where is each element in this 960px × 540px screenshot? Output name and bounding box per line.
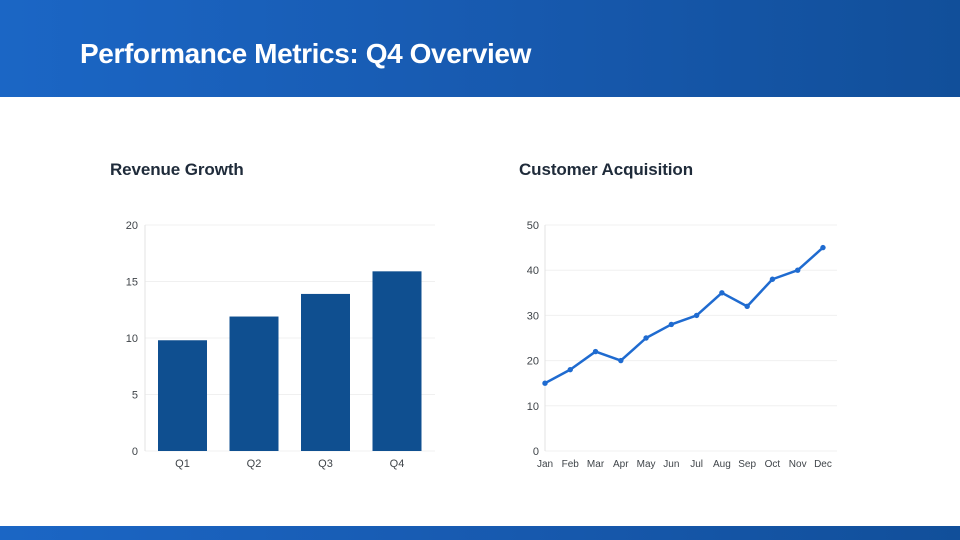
bar-Q4 [372, 271, 422, 451]
data-point-Feb [567, 366, 573, 373]
x-axis-tick-label: May [637, 459, 656, 470]
x-axis-tick-label: Feb [562, 459, 580, 470]
x-axis-tick-label: Jun [663, 459, 679, 470]
x-axis-tick-label: Dec [814, 459, 832, 470]
y-axis-tick-label: 20 [126, 220, 138, 232]
y-axis-tick-label: 10 [527, 401, 539, 413]
x-axis-tick-label: Aug [713, 459, 731, 470]
data-point-Nov [795, 267, 801, 273]
x-axis-tick-label: Sep [738, 459, 756, 470]
revenue-growth-chart-title: Revenue Growth [110, 160, 244, 179]
bar-chart-canvas: 0 5 10 15 20 Q1 Q2 Q3 Q4 [126, 220, 435, 470]
slide-footer-accent-bar [0, 526, 960, 540]
customer-acquisition-line-chart: 0 10 20 30 40 50 Jan Feb Mar Apr May Jun Jul Aug Sep Oc… [519, 215, 859, 480]
y-axis-tick-label: 0 [533, 446, 539, 458]
x-axis-tick-label: Q2 [247, 458, 262, 470]
y-axis-tick-label: 5 [132, 390, 138, 402]
data-point-Mar [592, 348, 599, 355]
y-axis-tick-label: 50 [527, 220, 539, 232]
x-axis-tick-label: Jul [690, 459, 703, 470]
data-point-Dec [820, 244, 826, 251]
revenue-growth-chart-section: Revenue Growth 0 5 10 15 20 Q1 Q2 Q3 Q4 [110, 160, 455, 470]
data-point-Jul [693, 312, 700, 319]
y-axis-tick-label: 40 [527, 265, 539, 277]
y-axis-tick-label: 10 [126, 333, 138, 345]
revenue-growth-bar-chart: 0 5 10 15 20 Q1 Q2 Q3 Q4 [110, 215, 450, 480]
y-axis-tick-label: 0 [132, 446, 138, 458]
x-axis-tick-label: Oct [765, 459, 781, 470]
line-series [543, 246, 825, 385]
x-axis-tick-label: Q4 [390, 458, 405, 470]
line-chart-canvas: 0 10 20 30 40 50 Jan Feb Mar Apr May Jun Jul Aug Sep Oc… [527, 220, 837, 470]
x-axis-tick-label: Jan [537, 459, 553, 470]
x-axis-tick-label: Q1 [175, 458, 190, 470]
data-point-Aug [719, 290, 725, 296]
slide-header: Performance Metrics: Q4 Overview [0, 0, 960, 97]
customer-acquisition-chart-title: Customer Acquisition [519, 160, 693, 179]
customer-acquisition-chart-section: Customer Acquisition 0 10 20 30 40 50 Jan Feb Ma… [519, 160, 864, 470]
y-axis-tick-label: 30 [527, 310, 539, 322]
data-point-Oct [769, 276, 776, 282]
x-axis-tick-label: Mar [587, 459, 605, 470]
slide-title: Performance Metrics: Q4 Overview [80, 38, 531, 69]
x-axis-tick-label: Apr [613, 459, 629, 470]
data-point-Jun [668, 321, 675, 328]
bar-Q3 [301, 293, 350, 451]
bar-Q1 [158, 340, 207, 451]
x-axis-tick-label: Nov [789, 459, 807, 470]
data-point-May [643, 335, 649, 341]
bar-Q2 [229, 316, 279, 451]
x-axis-tick-label: Q3 [318, 458, 333, 470]
data-point-Apr [618, 357, 624, 364]
data-point-Sep [744, 303, 750, 310]
y-axis-tick-label: 20 [527, 356, 539, 368]
y-axis-tick-label: 15 [126, 277, 138, 289]
data-point-Jan [542, 380, 548, 386]
